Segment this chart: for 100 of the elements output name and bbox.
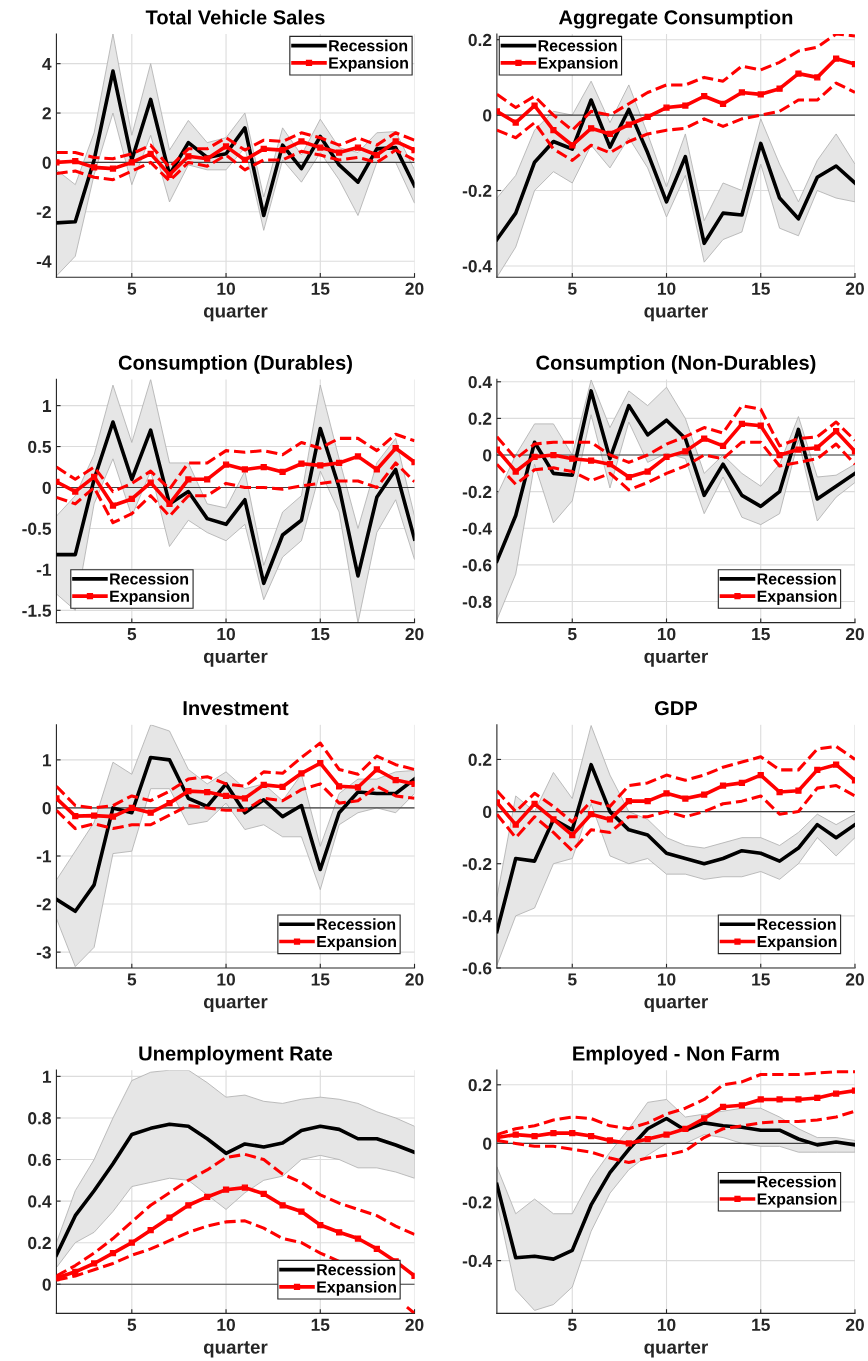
point (587, 1132, 595, 1140)
x-tick-label: 5 (567, 282, 577, 295)
point (336, 459, 343, 467)
y-tick-label: -0.4 (462, 260, 492, 273)
point (72, 488, 79, 495)
x-tick-label: 10 (657, 282, 676, 295)
point (241, 156, 249, 164)
point (392, 776, 399, 784)
point (606, 1137, 614, 1144)
point (550, 1130, 557, 1137)
x-tick-label: 10 (657, 1318, 676, 1331)
line-series (56, 461, 415, 525)
point (147, 150, 154, 157)
point (90, 473, 98, 480)
line-series (496, 1116, 855, 1261)
point (757, 1096, 764, 1103)
x-tick-label: 20 (405, 1318, 424, 1331)
point (569, 831, 576, 839)
point (587, 457, 595, 464)
point (814, 766, 821, 773)
point (354, 144, 362, 151)
legend-label: Expansion (317, 1280, 396, 1296)
point (776, 1096, 783, 1103)
line-series (496, 34, 855, 132)
point (644, 113, 651, 121)
point (833, 55, 840, 62)
point (738, 89, 746, 96)
y-tick-label: 4 (42, 58, 52, 70)
point (354, 453, 362, 460)
line-series (496, 81, 855, 162)
y-tick-label: 0.4 (468, 375, 492, 389)
point (531, 102, 538, 109)
point (738, 420, 746, 428)
x-tick-label: 5 (127, 628, 137, 641)
x-tick-label: 20 (405, 282, 424, 295)
y-tick-label: -0.4 (462, 522, 492, 535)
point (317, 760, 324, 767)
point (833, 1090, 840, 1097)
legend-label: Expansion (538, 56, 618, 72)
y-tick-label: -0.6 (462, 962, 492, 975)
point (496, 446, 501, 453)
chart-title: Aggregate Consumption (558, 9, 793, 29)
x-axis-title: quarter (203, 305, 268, 322)
point (644, 468, 651, 475)
point (569, 142, 576, 149)
y-tick-label: -0.4 (462, 910, 492, 923)
y-tick-label: 0.2 (468, 33, 492, 47)
y-tick-label: 0 (42, 1278, 51, 1291)
point (279, 1202, 286, 1209)
x-axis-title: quarter (644, 995, 708, 1013)
point (682, 795, 689, 802)
y-tick-label: 0 (483, 449, 492, 462)
point (222, 792, 230, 800)
point (260, 1190, 267, 1197)
x-tick-label: 15 (311, 282, 330, 295)
point (606, 130, 614, 138)
point (701, 435, 708, 442)
point (757, 771, 764, 779)
y-tick-label: -0.2 (462, 1196, 492, 1209)
y-tick-label: -1 (36, 563, 52, 576)
x-tick-label: 15 (752, 282, 770, 295)
legend-label: Recession (317, 918, 396, 930)
point (185, 787, 192, 795)
point (222, 461, 230, 468)
y-tick-label: 0.2 (468, 753, 492, 766)
x-tick-label: 10 (217, 1318, 235, 1331)
point (147, 479, 154, 486)
point (128, 1239, 135, 1246)
point (354, 784, 362, 791)
point (606, 461, 614, 468)
point (147, 1227, 154, 1234)
x-tick-label: 20 (405, 627, 424, 641)
point (625, 798, 632, 805)
x-tick-label: 10 (217, 627, 235, 641)
y-tick-label: 0.2 (28, 1236, 51, 1250)
line-series (496, 762, 855, 934)
legend-label: Expansion (757, 935, 837, 951)
point (279, 783, 286, 790)
chart-title: Consumption (Non-Durables) (536, 355, 816, 374)
point (663, 1131, 670, 1138)
point (90, 164, 98, 171)
point (625, 121, 632, 128)
line-series (496, 744, 855, 824)
line-series (496, 389, 855, 564)
x-tick-label: 5 (127, 282, 137, 295)
x-tick-label: 15 (752, 628, 770, 641)
point (738, 779, 746, 787)
y-tick-label: 2 (42, 107, 51, 120)
point (241, 795, 249, 802)
y-tick-label: -2 (36, 898, 51, 911)
y-tick-label: 0.6 (28, 1153, 51, 1166)
point (776, 451, 783, 459)
point (663, 453, 670, 460)
y-tick-label: -1 (36, 850, 52, 863)
point (166, 1214, 173, 1221)
point (833, 761, 840, 768)
x-tick-label: 15 (311, 973, 330, 986)
point (587, 811, 595, 818)
x-tick-label: 10 (217, 973, 235, 986)
legend-label: Recession (317, 1263, 396, 1276)
